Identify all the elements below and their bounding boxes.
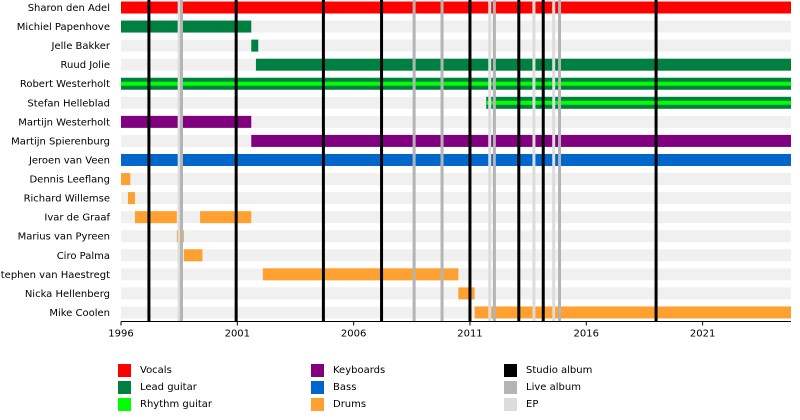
period-bar-drums <box>127 192 135 205</box>
period-bar-keyboards <box>251 134 791 147</box>
member-label: Nicka Hellenberg <box>25 289 110 300</box>
legend-item-ep: EP <box>504 397 538 411</box>
x-axis: 1996 2001 2006 2011 2016 2021 <box>108 320 791 339</box>
period-bar-drums <box>200 211 252 224</box>
x-tick-label: 2001 <box>225 328 250 339</box>
period-bar-bass <box>121 153 791 166</box>
row-background <box>121 20 791 33</box>
legend-swatch <box>118 397 131 411</box>
legend-item-bass: Bass <box>311 380 356 394</box>
period-bar-drums <box>458 287 475 300</box>
legend-swatch <box>504 397 517 411</box>
legend-label: EP <box>526 398 539 410</box>
row-background <box>121 211 791 224</box>
x-tick-label: 2016 <box>574 328 599 339</box>
row-background <box>121 173 791 186</box>
period-bar-rhythm-guitar <box>486 100 791 105</box>
legend-swatch <box>311 380 324 394</box>
period-bar-drums <box>121 173 131 186</box>
legend-item-vocals: Vocals <box>118 363 172 377</box>
row-background <box>121 287 791 300</box>
legend-swatch <box>311 397 324 411</box>
legend-item-studio-album: Studio album <box>504 363 592 377</box>
period-bar-drums <box>474 306 791 319</box>
chart-legend: Vocals Lead guitar Rhythm guitar Keyboards B… <box>0 360 800 420</box>
period-bar-lead-guitar <box>255 58 792 71</box>
period-bar-drums <box>134 211 177 224</box>
member-labels: Sharon den Adel Michiel Papenhove Jelle Ba… <box>0 3 111 319</box>
row-background <box>121 115 791 128</box>
row-background <box>121 249 791 262</box>
member-label: Dennis Leeflang <box>29 175 110 186</box>
member-label: Stephen van Haestregt <box>0 270 110 281</box>
x-tick-label: 2011 <box>457 328 482 339</box>
member-label: Martijn Westerholt <box>18 117 110 128</box>
period-bar-vocals <box>121 1 791 14</box>
row-background <box>121 192 791 205</box>
legend-swatch <box>504 380 517 394</box>
legend-label: Drums <box>333 398 367 410</box>
member-label: Ivar de Graaf <box>44 213 110 224</box>
member-label: Robert Westerholt <box>20 79 110 90</box>
x-tick-label: 2021 <box>690 328 715 339</box>
x-tick-label: 1996 <box>108 328 133 339</box>
legend-label: Studio album <box>526 364 593 376</box>
legend-item-keyboards: Keyboards <box>311 363 385 377</box>
legend-item-live-album: Live album <box>504 380 581 394</box>
member-label: Michiel Papenhove <box>17 22 110 33</box>
member-label: Ruud Jolie <box>61 60 110 71</box>
member-label: Sharon den Adel <box>28 3 110 14</box>
period-bar-lead-guitar <box>251 39 259 52</box>
legend-label: Live album <box>526 381 581 393</box>
row-background <box>121 39 791 52</box>
legend-swatch <box>118 380 131 394</box>
row-background <box>121 230 791 243</box>
legend-label: Keyboards <box>333 364 386 376</box>
member-label: Jeroen van Veen <box>28 155 110 166</box>
member-label: Jelle Bakker <box>51 41 111 52</box>
x-tick-label: 2006 <box>341 328 366 339</box>
member-label: Stefan Helleblad <box>27 98 110 109</box>
legend-item-drums: Drums <box>311 397 366 411</box>
legend-label: Rhythm guitar <box>140 398 213 410</box>
member-label: Marius van Pyreen <box>18 232 110 243</box>
period-bar-rhythm-guitar <box>121 81 791 86</box>
legend-swatch <box>118 363 131 377</box>
legend-swatch <box>311 363 324 377</box>
period-bar-drums <box>183 249 203 262</box>
period-bar-keyboards <box>121 115 252 128</box>
legend-item-lead-guitar: Lead guitar <box>118 380 197 394</box>
member-label: Ciro Palma <box>57 251 110 262</box>
period-bar-lead-guitar <box>121 20 252 33</box>
member-label: Mike Coolen <box>49 308 110 319</box>
period-bar-drums <box>262 268 459 281</box>
legend-item-rhythm-guitar: Rhythm guitar <box>118 397 212 411</box>
member-label: Richard Willemse <box>24 194 110 205</box>
legend-label: Lead guitar <box>140 381 197 393</box>
legend-label: Bass <box>333 381 357 393</box>
band-timeline-chart: Sharon den Adel Michiel Papenhove Jelle Ba… <box>0 0 792 339</box>
release-lines <box>147 0 658 322</box>
legend-swatch <box>504 363 517 377</box>
member-label: Martijn Spierenburg <box>11 136 110 147</box>
legend-label: Vocals <box>140 364 172 376</box>
